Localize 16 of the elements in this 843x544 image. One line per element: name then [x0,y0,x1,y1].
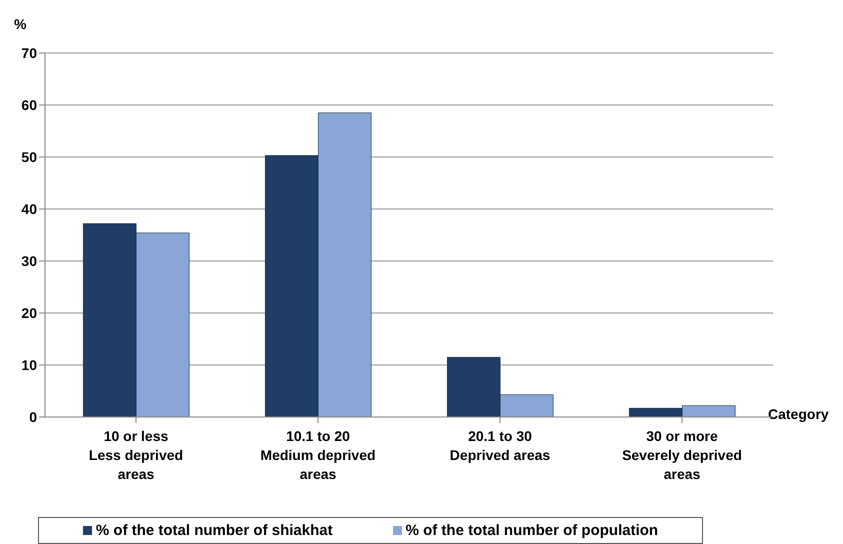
legend-label: % of the total number of shiakhat [94,522,333,539]
y-tick-label: 60 [21,96,38,113]
x-tick-label: 30 or more Severely deprived areas [622,428,742,482]
legend-label: % of the total number of population [404,522,658,539]
y-tick-label: 10 [21,356,38,373]
y-axis-title: % [14,16,26,32]
y-tick-label: 70 [21,44,38,61]
y-tick-label: 40 [21,200,38,217]
y-tick-label: 50 [21,148,38,165]
x-tick-label: 20.1 to 30 Deprived areas [450,428,550,463]
y-tick-label: 20 [21,304,38,321]
y-tick-label: 30 [21,252,38,269]
x-tick-label: 10.1 to 20 Medium deprived areas [260,428,376,482]
x-tick-label: 10 or less Less deprived areas [88,428,184,482]
x-axis-title: Category [768,406,829,422]
y-tick-label: 0 [29,408,38,425]
